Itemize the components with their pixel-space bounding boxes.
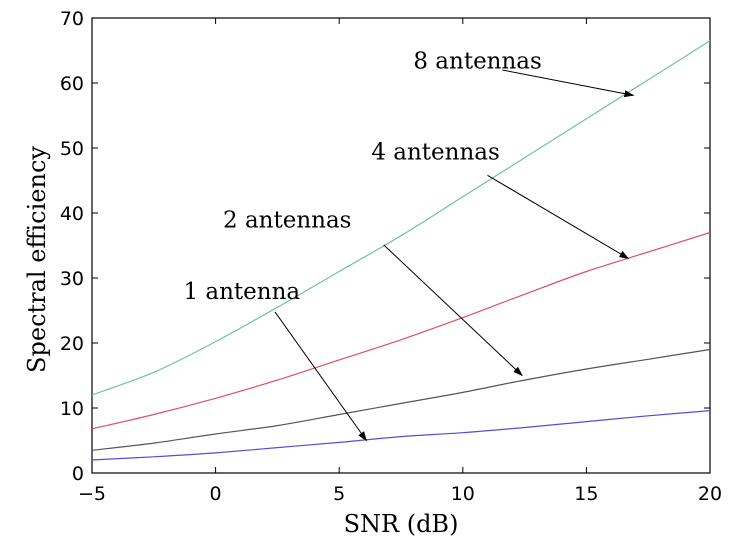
- y-tick-label: 70: [60, 8, 84, 30]
- x-tick-label: 5: [333, 483, 345, 505]
- y-axis-title: Spectral efficiency: [23, 146, 51, 373]
- series-line-2-antennas: [91, 348, 711, 451]
- y-tick-label: 50: [60, 138, 84, 160]
- annotation-arrow-4-antennas: [487, 174, 630, 260]
- annotation-arrow-8-antennas: [502, 69, 635, 98]
- series-line-4-antennas: [91, 231, 711, 430]
- y-tick-label: 60: [60, 73, 84, 95]
- series-layer: [91, 40, 711, 461]
- x-axis-title: SNR (dB): [344, 510, 459, 538]
- y-tick-label: 0: [72, 463, 84, 485]
- x-tick-label: −5: [78, 483, 106, 505]
- x-tick-label: 20: [698, 483, 722, 505]
- plot-area-frame: [91, 17, 711, 474]
- annotation-arrow-2-antennas: [383, 244, 523, 377]
- y-tick-label: 20: [60, 333, 84, 355]
- series-line-8-antennas: [91, 40, 711, 396]
- y-tick-label: 40: [60, 203, 84, 225]
- annotation-label-1-antenna: 1 antenna: [183, 279, 300, 305]
- x-tick-label: 0: [210, 483, 222, 505]
- annotation-arrow-1-antenna: [274, 311, 367, 442]
- annotation-label-2-antennas: 2 antennas: [223, 207, 351, 233]
- annotation-label-4-antennas: 4 antennas: [371, 140, 499, 166]
- annotation-layer: 8 antennas 4 antennas 2 antennas 1 antenna: [183, 49, 635, 442]
- y-tick-label: 10: [60, 398, 84, 420]
- y-tick-label: 30: [60, 268, 84, 290]
- annotation-label-8-antennas: 8 antennas: [413, 49, 541, 75]
- x-tick-label: 15: [574, 483, 598, 505]
- x-tick-label: 10: [451, 483, 475, 505]
- series-line-1-antenna: [91, 410, 711, 461]
